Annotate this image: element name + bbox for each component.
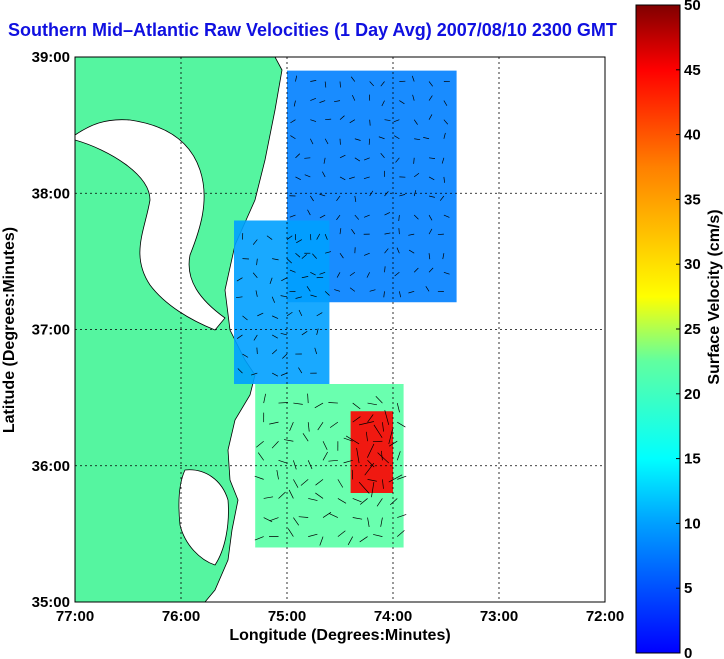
colorbar-tick-label: 25 bbox=[684, 321, 701, 338]
y-tick-label: 36:00 bbox=[32, 458, 70, 475]
colorbar-label: Surface Velocity (cm/s) bbox=[706, 209, 723, 384]
y-tick-label: 38:00 bbox=[32, 185, 70, 202]
colorbar-tick-label: 10 bbox=[684, 515, 701, 532]
x-tick-label: 73:00 bbox=[480, 608, 518, 625]
colorbar bbox=[635, 4, 681, 654]
colorbar-tick-label: 35 bbox=[684, 191, 701, 208]
colorbar-tick-label: 40 bbox=[684, 127, 701, 144]
velocity-region-4 bbox=[350, 411, 393, 493]
velocity-arrows-4 bbox=[345, 410, 403, 498]
y-tick-label: 35:00 bbox=[32, 594, 70, 611]
chesapeake-bay bbox=[75, 119, 226, 331]
colorbar-tick-label: 20 bbox=[684, 386, 701, 403]
velocity-region-2 bbox=[234, 220, 330, 384]
colorbar-tick-label: 0 bbox=[684, 645, 692, 659]
x-tick-label: 74:00 bbox=[374, 608, 412, 625]
velocity-arrows-3 bbox=[254, 393, 407, 546]
x-tick-label: 72:00 bbox=[586, 608, 624, 625]
y-axis-label: Latitude (Degrees:Minutes) bbox=[1, 227, 18, 433]
colorbar-tick-label: 30 bbox=[684, 256, 701, 273]
plot-frame bbox=[74, 56, 606, 603]
x-axis-label: Longitude (Degrees:Minutes) bbox=[229, 627, 450, 644]
grid-lines bbox=[75, 57, 605, 602]
pamlico-sound bbox=[178, 469, 229, 566]
x-tick-label: 77:00 bbox=[56, 608, 94, 625]
velocity-arrows-1 bbox=[289, 75, 450, 298]
x-tick-label: 76:00 bbox=[162, 608, 200, 625]
y-tick-label: 37:00 bbox=[32, 322, 70, 339]
velocity-arrows-2 bbox=[235, 233, 324, 377]
y-tick-label: 39:00 bbox=[32, 49, 70, 66]
chart-title: Southern Mid–Atlantic Raw Velocities (1 … bbox=[8, 20, 617, 40]
x-tick-label: 75:00 bbox=[268, 608, 306, 625]
colorbar-tick-label: 50 bbox=[684, 0, 701, 14]
colorbar-tick-label: 45 bbox=[684, 62, 701, 79]
colorbar-tick-label: 15 bbox=[684, 451, 701, 468]
colorbar-tick-label: 5 bbox=[684, 580, 692, 597]
velocity-field bbox=[234, 70, 457, 548]
